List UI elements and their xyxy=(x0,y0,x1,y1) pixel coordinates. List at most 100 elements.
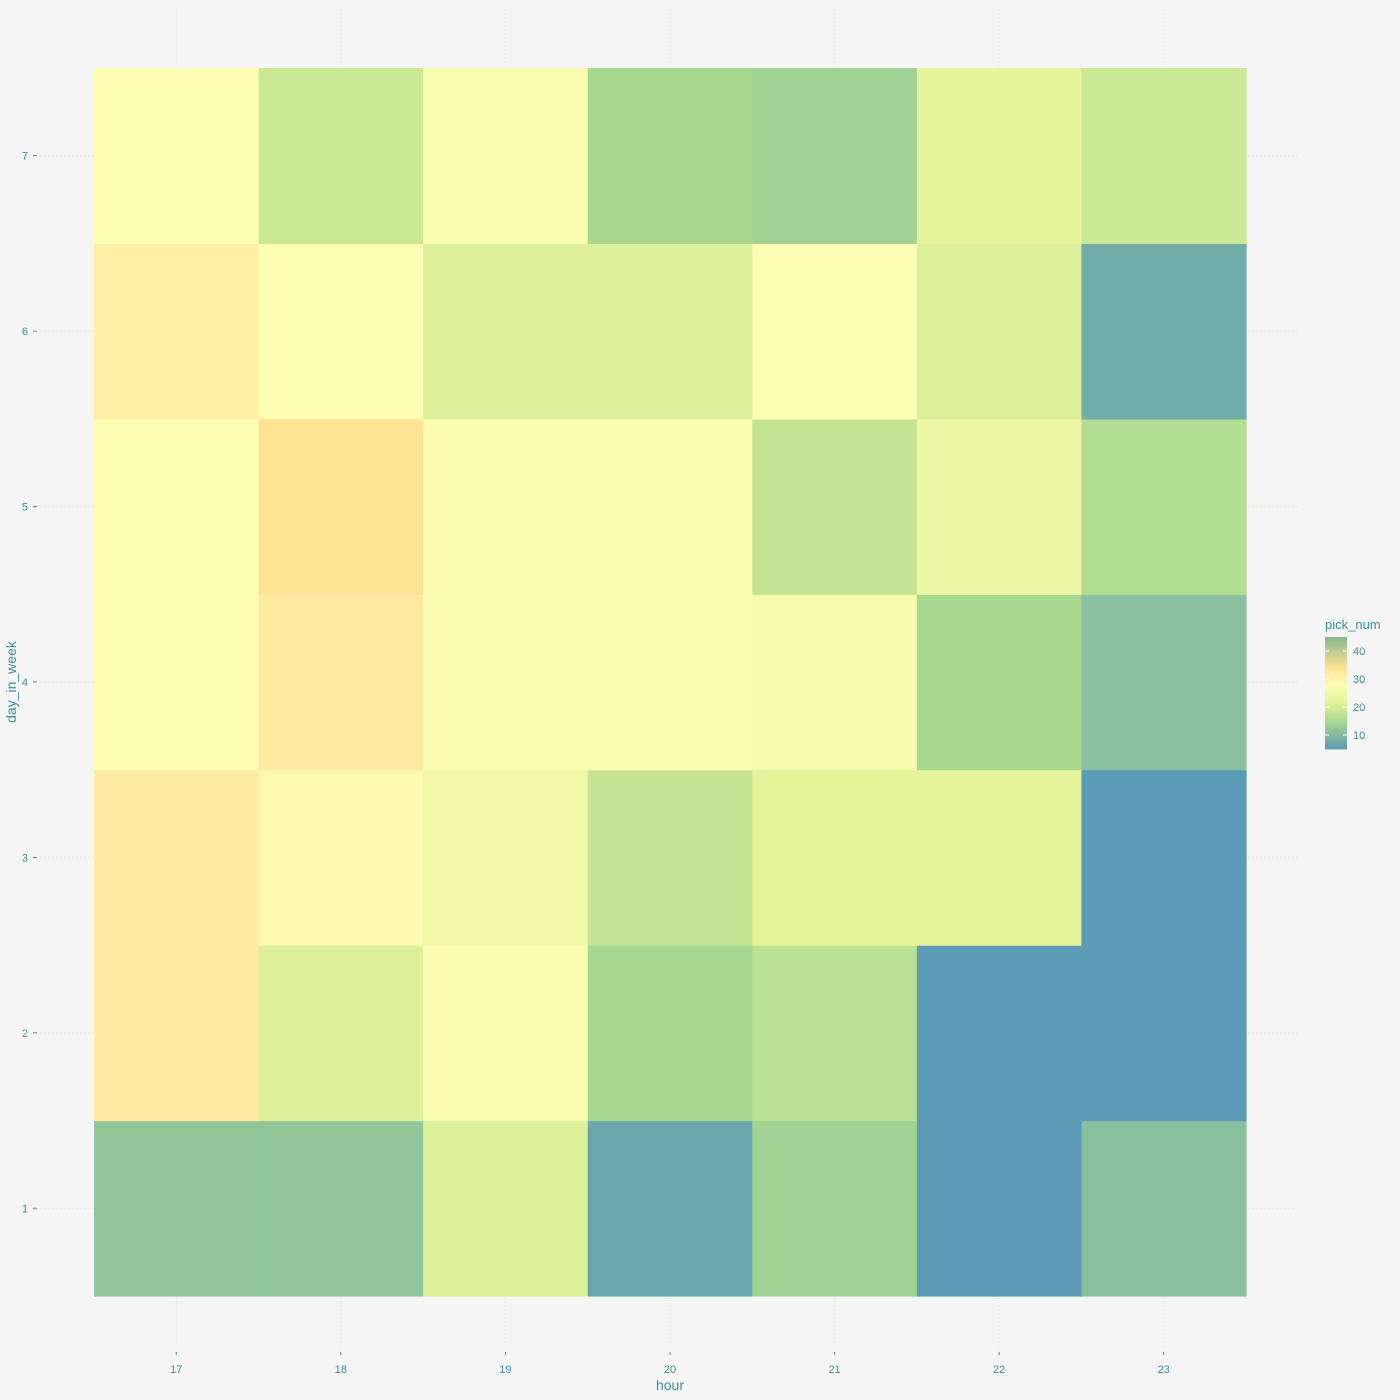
heatmap-tile xyxy=(94,418,260,595)
heatmap-tile xyxy=(916,418,1083,595)
legend-color-step xyxy=(1325,729,1347,732)
legend-color-step xyxy=(1325,705,1347,708)
heatmap-tile xyxy=(916,1120,1083,1297)
heatmap-tile xyxy=(258,68,424,245)
legend-tick-label: 40 xyxy=(1353,646,1365,658)
heatmap-tile xyxy=(916,769,1083,946)
heatmap-tile xyxy=(258,1120,424,1297)
heatmap-tile xyxy=(916,945,1083,1122)
heatmap-tile xyxy=(587,594,753,771)
legend-color-step xyxy=(1325,677,1347,680)
heatmap-tile xyxy=(587,68,753,245)
legend-color-step xyxy=(1325,661,1347,664)
x-tick-label: 18 xyxy=(335,1364,347,1376)
legend-color-step xyxy=(1325,717,1347,720)
legend-color-step xyxy=(1325,643,1347,646)
legend-color-step xyxy=(1325,641,1347,644)
heatmap-tile xyxy=(916,594,1083,771)
legend-color-step xyxy=(1325,683,1347,686)
x-tick-label: 19 xyxy=(499,1364,511,1376)
legend-color-step xyxy=(1325,663,1347,666)
heatmap-tile xyxy=(752,1120,918,1297)
heatmap-tile xyxy=(423,1120,589,1297)
heatmap-tile xyxy=(916,243,1083,420)
legend-color-step xyxy=(1325,695,1347,698)
heatmap-tile xyxy=(423,243,589,420)
heatmap-tile xyxy=(587,1120,753,1297)
heatmap-tile xyxy=(752,68,918,245)
heatmap-tile xyxy=(1081,594,1247,771)
legend-color-step xyxy=(1325,685,1347,688)
y-tick-label: 6 xyxy=(22,326,28,338)
legend-tick-label: 20 xyxy=(1353,702,1365,714)
legend-color-step xyxy=(1325,665,1347,668)
legend-color-step xyxy=(1325,681,1347,684)
legend-tick-label: 10 xyxy=(1353,730,1365,742)
heatmap-tile xyxy=(752,945,918,1122)
heatmap-tile xyxy=(94,1120,260,1297)
legend-color-step xyxy=(1325,699,1347,702)
legend-color-step xyxy=(1325,733,1347,736)
heatmap-tile xyxy=(258,418,424,595)
heatmap-tile xyxy=(94,243,260,420)
legend-color-step xyxy=(1325,659,1347,662)
heatmap-tile xyxy=(752,594,918,771)
legend-color-step xyxy=(1325,667,1347,670)
heatmap-tile xyxy=(587,769,753,946)
legend-color-step xyxy=(1325,687,1347,690)
heatmap-tile xyxy=(258,769,424,946)
x-tick-label: 23 xyxy=(1158,1364,1170,1376)
legend-color-step xyxy=(1325,719,1347,722)
y-tick-label: 7 xyxy=(22,151,28,163)
heatmap-tile xyxy=(423,945,589,1122)
heatmap-tile xyxy=(258,594,424,771)
legend-color-step xyxy=(1325,689,1347,692)
heatmap-tile xyxy=(423,418,589,595)
legend-color-step xyxy=(1325,645,1347,648)
heatmap-tile xyxy=(587,945,753,1122)
legend-color-step xyxy=(1325,657,1347,660)
y-tick-label: 3 xyxy=(22,852,28,864)
legend-color-step xyxy=(1325,745,1347,748)
legend-color-step xyxy=(1325,703,1347,706)
legend-color-step xyxy=(1325,735,1347,738)
heatmap-tile xyxy=(752,418,918,595)
y-tick-label: 4 xyxy=(22,677,28,689)
legend-color-step xyxy=(1325,707,1347,710)
tile-layer xyxy=(94,68,1247,1297)
legend: pick_num 10 20 30 40 xyxy=(1325,617,1381,750)
legend-color-step xyxy=(1325,731,1347,734)
heatmap-tile xyxy=(94,945,260,1122)
x-tick-label: 21 xyxy=(828,1364,840,1376)
heatmap-tile xyxy=(1081,769,1247,946)
legend-color-step xyxy=(1325,655,1347,658)
legend-color-step xyxy=(1325,691,1347,694)
heatmap-tile xyxy=(1081,243,1247,420)
legend-tick-label: 30 xyxy=(1353,674,1365,686)
legend-title: pick_num xyxy=(1325,617,1381,632)
legend-color-step xyxy=(1325,637,1347,640)
legend-color-step xyxy=(1325,697,1347,700)
x-tick-label: 17 xyxy=(170,1364,182,1376)
heatmap-tile xyxy=(1081,68,1247,245)
y-tick-label: 5 xyxy=(22,502,28,514)
legend-color-step xyxy=(1325,741,1347,744)
legend-color-step xyxy=(1325,715,1347,718)
legend-color-step xyxy=(1325,721,1347,724)
legend-color-step xyxy=(1325,693,1347,696)
heatmap-tile xyxy=(94,594,260,771)
heatmap-tile xyxy=(423,594,589,771)
heatmap-tile xyxy=(94,769,260,946)
legend-color-step xyxy=(1325,701,1347,704)
x-tick-label: 22 xyxy=(993,1364,1005,1376)
heatmap-tile xyxy=(1081,1120,1247,1297)
heatmap-tile xyxy=(916,68,1083,245)
legend-color-step xyxy=(1325,639,1347,642)
heatmap-tile xyxy=(423,68,589,245)
y-tick-label: 2 xyxy=(22,1028,28,1040)
x-axis-title: hour xyxy=(656,1377,684,1393)
legend-color-step xyxy=(1325,711,1347,714)
legend-color-step xyxy=(1325,675,1347,678)
heatmap-tile xyxy=(587,243,753,420)
